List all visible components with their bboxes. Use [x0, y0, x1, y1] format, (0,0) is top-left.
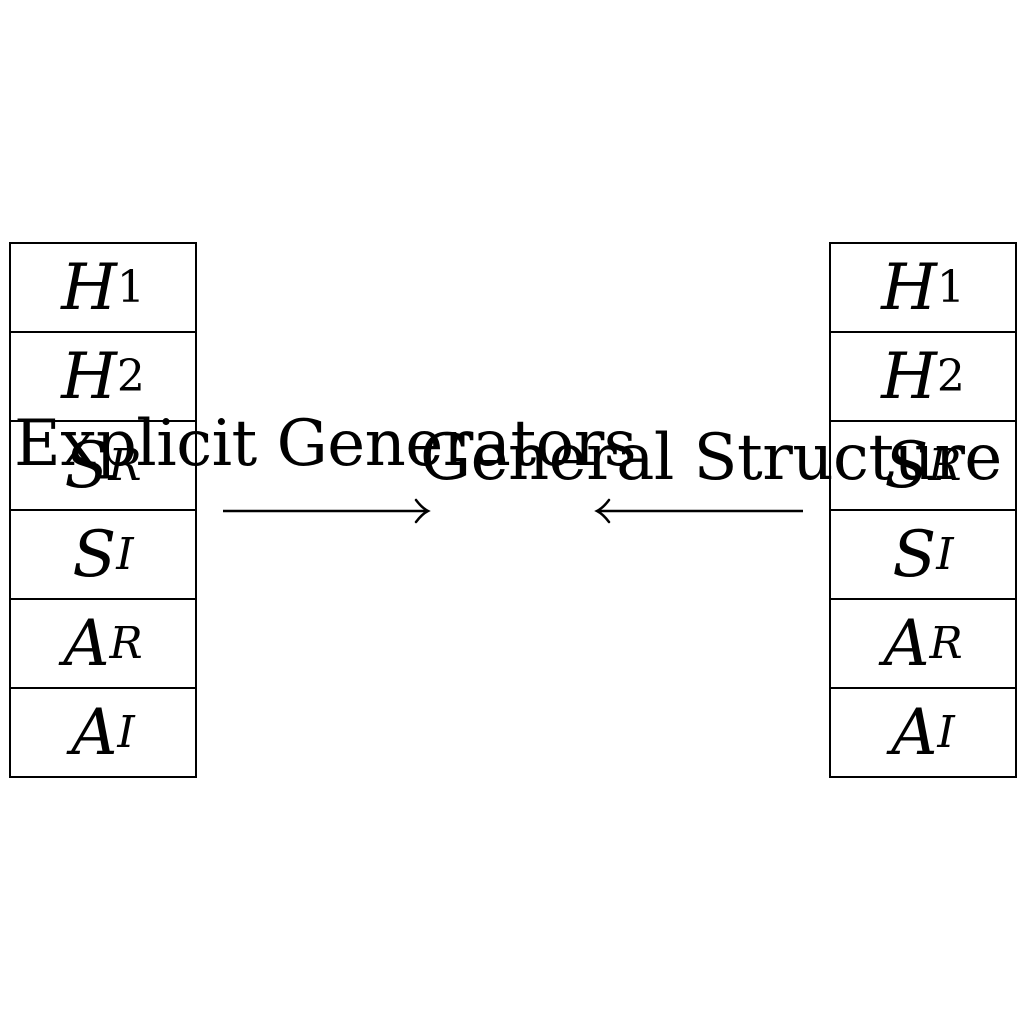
explicit-generators-label: Explicit Generators — [14, 407, 637, 481]
left-arrow — [594, 498, 803, 524]
right-arrow — [223, 498, 431, 524]
left-arrow-head — [594, 498, 611, 524]
right-arrow-head — [414, 498, 431, 524]
general-structure-label: General Structure — [420, 421, 1002, 495]
